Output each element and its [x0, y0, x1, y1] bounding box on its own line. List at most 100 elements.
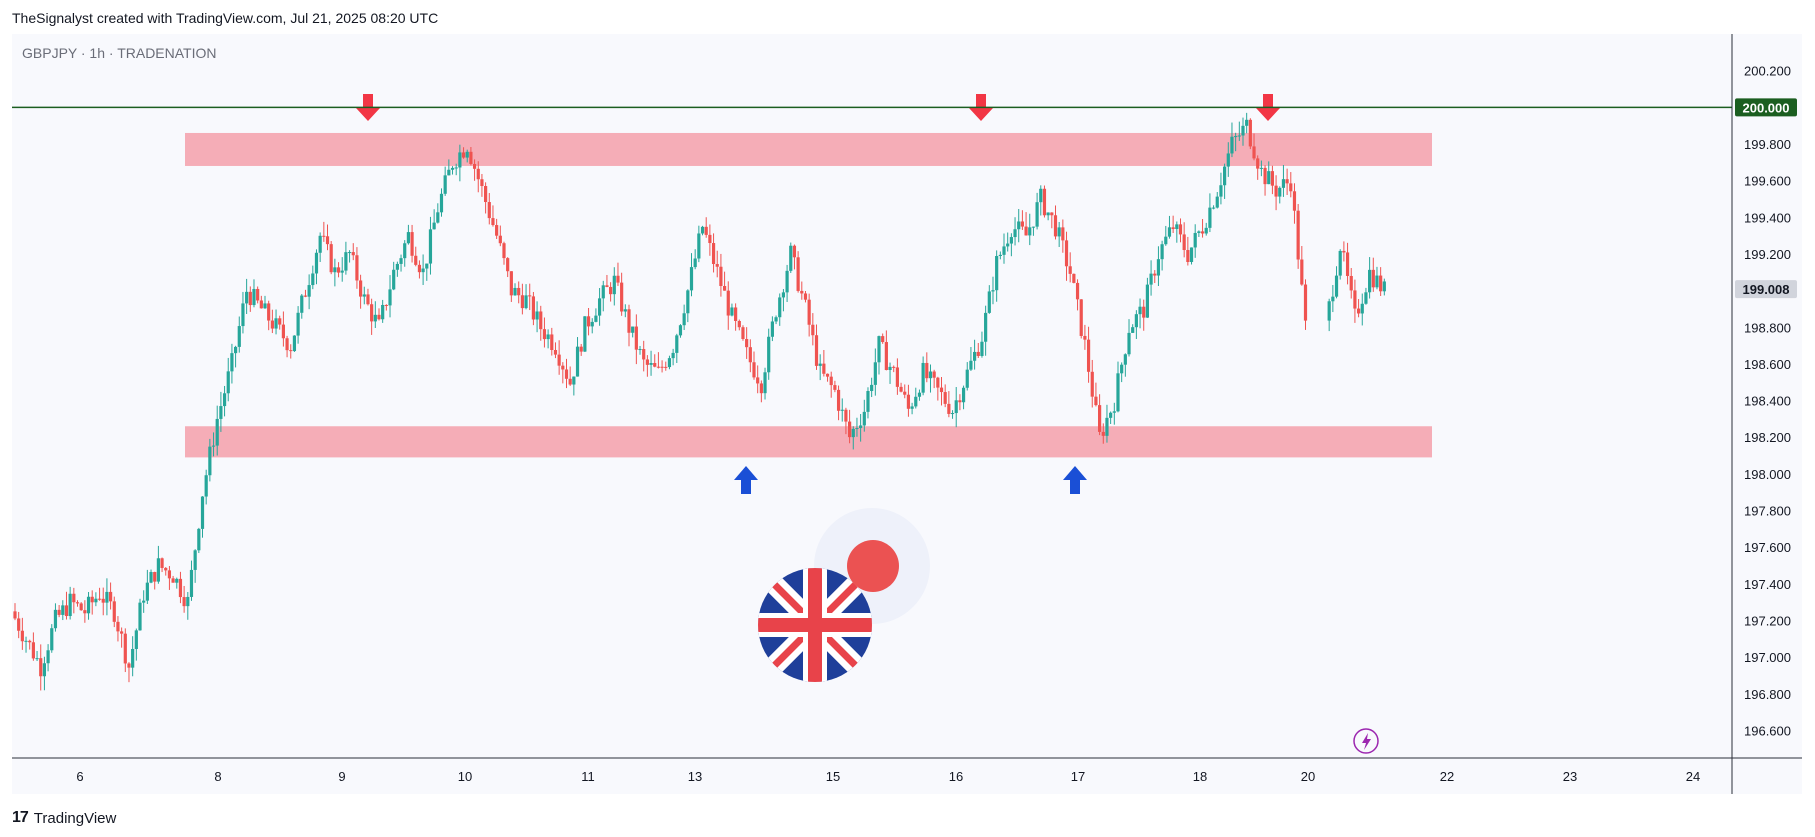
candle-body-166 [623, 309, 627, 312]
candle-body-156 [586, 316, 591, 327]
candle-body-21 [90, 596, 94, 603]
candle-body-41 [164, 567, 168, 571]
candle-body-179 [671, 352, 675, 359]
candle-body-200 [748, 347, 752, 363]
candle-body-59 [230, 353, 234, 372]
candle-body-319 [1186, 250, 1190, 263]
candle-body-355 [1338, 250, 1342, 276]
candle-body-193 [722, 286, 727, 291]
candle-body-137 [517, 287, 521, 296]
candle-body-280 [1042, 188, 1047, 216]
candle-body-323 [1200, 231, 1205, 234]
time-tick-0: 6 [76, 769, 83, 784]
candle-body-163 [612, 275, 616, 295]
candle-body-172 [645, 359, 649, 365]
candle-body-120 [454, 167, 458, 169]
candle-body-17 [75, 602, 80, 604]
price-axis[interactable]: 200.200 199.800 199.600 199.400 199.200 198.8… [1744, 64, 1791, 739]
candle-body-35 [142, 600, 146, 603]
candle-body-312 [1160, 244, 1164, 260]
candle-body-94 [359, 280, 363, 297]
candle-body-20 [86, 596, 91, 614]
candle-body-12 [57, 609, 61, 615]
tradingview-logo[interactable]: 17 TradingView [12, 809, 116, 827]
candle-body-229 [855, 428, 859, 430]
candle-body-176 [660, 366, 664, 368]
candle-body-346 [1285, 179, 1289, 184]
candle-body-210 [785, 270, 789, 293]
candle-body-243 [906, 394, 911, 409]
candle-body-320 [1189, 247, 1194, 263]
candle-body-309 [1149, 273, 1153, 285]
candle-body-93 [355, 255, 359, 281]
time-axis[interactable]: 6 8 9 10 11 13 15 16 17 18 20 22 23 24 [76, 769, 1700, 784]
candle-body-255 [950, 413, 955, 415]
candle-body-325 [1208, 207, 1212, 228]
candle-body-310 [1153, 273, 1157, 276]
candle-body-77 [296, 312, 300, 336]
price-tick-5: 198.800 [1744, 320, 1791, 335]
candle-body-188 [704, 226, 708, 235]
candle-body-228 [851, 428, 855, 438]
candle-body-329 [1223, 166, 1227, 186]
candle-body-39 [156, 558, 160, 582]
candle-body-298 [1109, 412, 1113, 418]
candle-body-285 [1061, 227, 1065, 241]
candle-body-304 [1131, 327, 1135, 333]
candle-body-276 [1028, 227, 1032, 236]
candle-body-205 [767, 336, 771, 373]
candle-body-185 [693, 258, 697, 268]
candle-body-169 [634, 326, 638, 350]
candle-body-278 [1035, 202, 1039, 227]
candle-body-142 [535, 311, 539, 320]
candle-body-318 [1182, 234, 1186, 251]
candle-body-144 [542, 329, 547, 340]
price-tick-1: 199.800 [1744, 137, 1791, 152]
candle-body-150 [564, 369, 569, 379]
candle-body-209 [781, 292, 786, 298]
candle-body-270 [1006, 243, 1010, 247]
candle-body-289 [1075, 282, 1080, 300]
candle-body-226 [844, 409, 848, 422]
candle-body-101 [384, 304, 388, 306]
candle-body-125 [472, 163, 477, 169]
candle-body-25 [105, 591, 109, 603]
candle-body-98 [373, 314, 377, 322]
candle-body-95 [362, 294, 366, 297]
price-tick-3: 199.400 [1744, 210, 1791, 225]
candle-body-52 [204, 475, 208, 497]
arrow-up-4 [1063, 466, 1087, 494]
time-tick-2: 9 [338, 769, 345, 784]
candle-body-9 [46, 650, 50, 664]
lightning-icon[interactable] [1353, 728, 1379, 754]
candle-body-72 [278, 318, 282, 325]
candle-body-286 [1064, 240, 1069, 267]
candle-body-288 [1072, 273, 1076, 283]
candle-body-235 [877, 336, 881, 363]
candle-body-182 [682, 313, 686, 326]
candle-body-139 [524, 295, 528, 309]
candle-body-184 [689, 267, 694, 291]
price-tick-11: 197.600 [1744, 540, 1791, 555]
candle-body-313 [1164, 236, 1168, 245]
candle-body-159 [597, 298, 602, 316]
candle-body-24 [101, 598, 105, 603]
candle-body-7 [39, 658, 43, 677]
candle-body-199 [745, 338, 749, 348]
candle-body-287 [1068, 266, 1072, 274]
candle-body-38 [153, 572, 157, 582]
candle-body-173 [649, 363, 653, 365]
price-chart[interactable]: 200.200 199.800 199.600 199.400 199.200 198.8… [0, 0, 1815, 800]
candle-body-334 [1241, 125, 1245, 136]
candle-body-253 [943, 392, 947, 404]
candle-body-265 [987, 291, 991, 313]
candle-body-207 [774, 317, 778, 322]
candle-body-268 [998, 254, 1002, 256]
candle-body-339 [1259, 167, 1263, 169]
ticker-label: GBPJPY · 1h · TRADENATION [22, 45, 217, 61]
candle-body-295 [1098, 405, 1102, 432]
candle-body-352 [1327, 301, 1331, 321]
candle-body-263 [980, 341, 984, 356]
candle-body-113 [428, 229, 433, 264]
candle-body-272 [1013, 229, 1017, 238]
